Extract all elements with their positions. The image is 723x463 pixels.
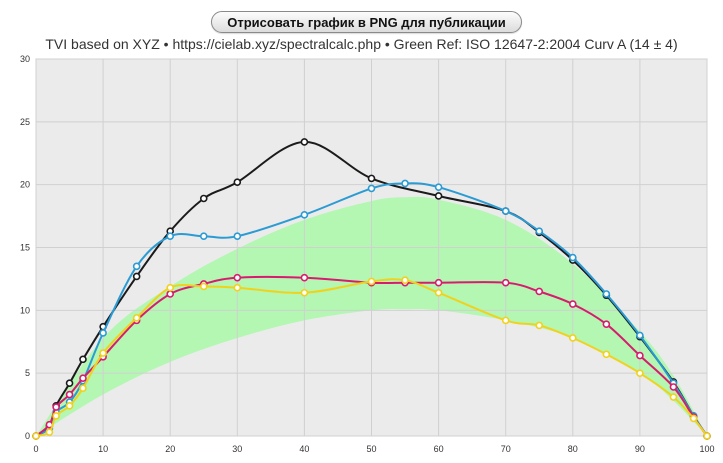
data-point [45,428,54,437]
data-point [434,288,443,297]
data-point [233,232,242,240]
data-point [501,207,510,215]
data-point [99,329,107,337]
data-point [132,272,141,281]
data-point [367,174,376,183]
data-point [602,290,611,298]
x-tick-label: 60 [434,444,444,454]
grid-layer [35,58,708,437]
data-point [689,414,698,423]
data-point [568,253,577,262]
x-tick-label: 100 [699,444,714,454]
reference-band-layer [36,196,707,436]
data-point [602,320,611,328]
data-point [703,432,711,440]
data-point [300,211,309,219]
chart-subtitle: TVI based on XYZ • https://cielab.xyz/sp… [45,36,678,52]
data-point [79,355,87,364]
data-point [79,374,87,382]
data-point [367,184,376,193]
data-point [32,432,40,440]
data-point [636,331,644,340]
y-tick-label: 20 [20,180,30,190]
x-tick-label: 50 [366,444,376,454]
data-point [636,351,644,360]
data-point [65,402,74,410]
data-point [166,290,174,298]
data-point [233,283,242,292]
data-point [166,232,174,240]
data-point [434,192,443,200]
data-point [568,300,577,308]
tick-labels: 0 10 20 30 40 50 60 70 80 90 100 0 5 10 15 20 25 30 [20,54,715,454]
data-point [401,276,409,284]
x-tick-label: 80 [568,444,578,454]
data-point [65,390,74,399]
x-tick-label: 30 [232,444,242,454]
y-tick-label: 30 [20,54,30,64]
data-point [300,288,309,297]
data-point [669,383,678,391]
data-point [367,277,376,286]
data-point [501,316,510,325]
data-point [401,179,409,188]
data-point [434,183,443,191]
data-point [568,334,577,342]
data-point [535,321,544,330]
data-point [669,393,678,401]
data-point [99,349,107,357]
x-tick-label: 90 [635,444,645,454]
data-point [52,403,60,411]
y-tick-label: 25 [20,117,30,127]
data-point [166,283,174,292]
data-point [233,178,242,186]
y-tick-label: 0 [25,431,30,441]
data-point [65,379,74,388]
data-point [300,273,309,282]
data-point [434,278,443,287]
y-tick-label: 10 [20,305,30,315]
series-layer [32,138,711,440]
series-4 [32,276,711,440]
series-line [35,275,708,437]
data-point [199,282,208,291]
data-point [535,227,544,235]
series-line [35,278,708,437]
data-point [132,314,141,322]
data-point [233,273,242,282]
x-tick-label: 0 [33,444,38,454]
series-line [35,182,708,437]
data-point [52,412,60,420]
data-point [602,350,611,359]
y-tick-label: 5 [25,368,30,378]
data-point [501,278,510,287]
reference-band [36,196,707,436]
x-tick-label: 10 [98,444,108,454]
data-point [535,287,544,296]
x-tick-label: 20 [165,444,175,454]
data-point [199,194,208,203]
export-png-button[interactable]: Отрисовать график в PNG для публикации [211,11,522,33]
data-point [300,138,309,146]
y-tick-label: 15 [20,243,30,253]
data-point [79,384,87,393]
x-tick-label: 70 [501,444,511,454]
data-point [636,369,644,377]
data-point [132,262,141,271]
x-tick-label: 40 [299,444,309,454]
data-point [199,232,208,240]
